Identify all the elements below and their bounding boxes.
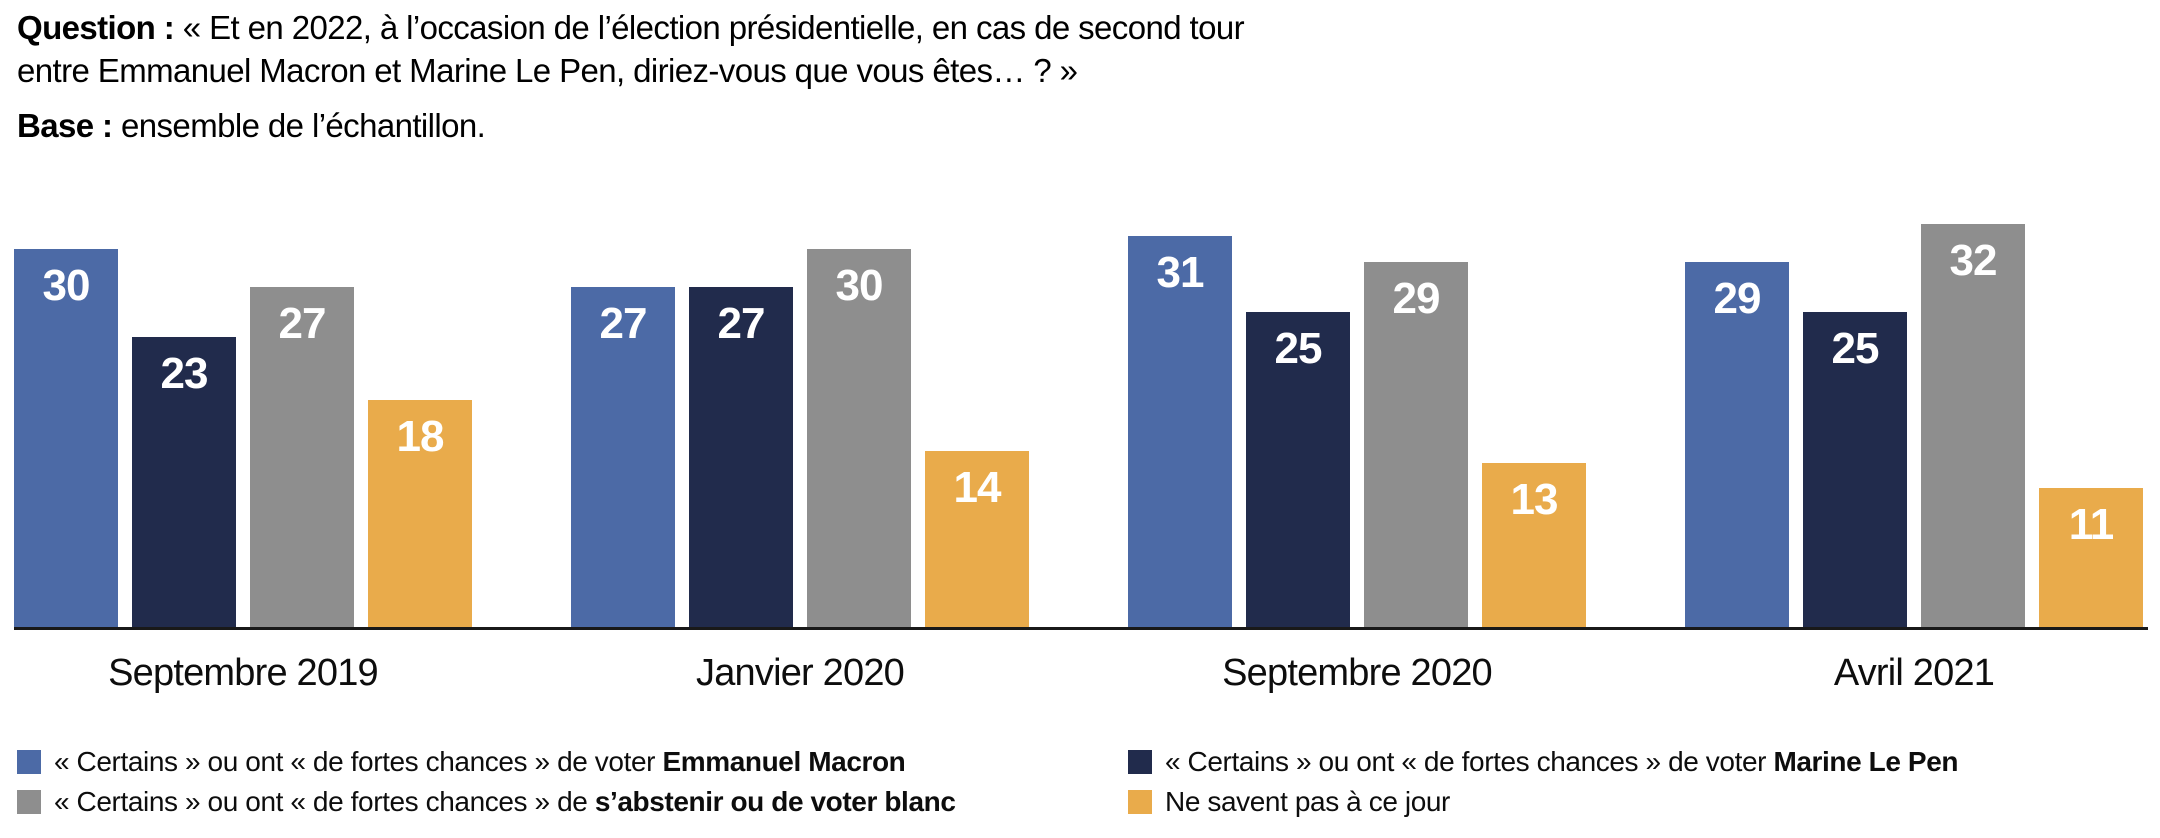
bar-value-label: 27: [599, 299, 648, 348]
x-axis-label: Septembre 2020: [1222, 652, 1493, 694]
x-axis-label: Avril 2021: [1833, 652, 1995, 694]
bar-abstention: 29: [1364, 262, 1468, 627]
bar-value-label: 30: [42, 261, 91, 310]
x-axis-label: Septembre 2019: [108, 652, 379, 694]
bar-value-label: 27: [278, 299, 327, 348]
base-value: ensemble de l’échantillon.: [121, 107, 486, 144]
bar-value-label: 14: [953, 463, 1002, 512]
x-axis-line: [14, 627, 2148, 630]
legend-label: « Certains » ou ont « de fortes chances …: [1165, 746, 1959, 777]
bar-lepen: 27: [689, 287, 793, 627]
legend: « Certains » ou ont « de fortes chances …: [17, 742, 1958, 822]
legend-label: Ne savent pas à ce jour: [1165, 786, 1450, 817]
bar-value-label: 11: [2068, 500, 2115, 549]
bar-value-label: 31: [1156, 248, 1205, 297]
bar-value-label: 25: [1274, 324, 1323, 373]
bar-lepen: 25: [1803, 312, 1907, 627]
bar-chart: 30 23 27 18 27 27 30 14 31 25 29 13 29 25 32 11: [14, 218, 2148, 630]
bar-nsp: 18: [368, 400, 472, 627]
bar-abstention: 27: [250, 287, 354, 627]
legend-swatch-macron: [17, 750, 41, 774]
bar-abstention: 32: [1921, 224, 2025, 627]
header: Question : « Et en 2022, à l’occasion de…: [17, 6, 1245, 147]
bar-value-label: 29: [1713, 274, 1762, 323]
bar-value-label: 30: [835, 261, 884, 310]
question-line-2: entre Emmanuel Macron et Marine Le Pen, …: [17, 52, 1078, 89]
legend-label: « Certains » ou ont « de fortes chances …: [54, 786, 956, 817]
bar-value-label: 27: [717, 299, 766, 348]
legend-item-lepen: « Certains » ou ont « de fortes chances …: [1128, 746, 1958, 778]
legend-item-macron: « Certains » ou ont « de fortes chances …: [17, 746, 1128, 778]
bar-nsp: 11: [2039, 488, 2143, 627]
legend-swatch-nsp: [1128, 790, 1152, 814]
x-axis-label: Janvier 2020: [696, 652, 905, 694]
bar-value-label: 32: [1949, 236, 1998, 285]
bar-value-label: 13: [1510, 475, 1559, 524]
question-line-1: « Et en 2022, à l’occasion de l’élection…: [182, 9, 1245, 46]
bar-lepen: 25: [1246, 312, 1350, 627]
bar-value-label: 29: [1392, 274, 1441, 323]
x-axis-labels: Septembre 2019 Janvier 2020 Septembre 2020…: [14, 652, 2148, 700]
bar-nsp: 14: [925, 451, 1029, 627]
bar-group-3: 31 25 29 13: [1128, 218, 1586, 627]
legend-swatch-abstention: [17, 790, 41, 814]
bar-macron: 31: [1128, 236, 1232, 627]
bar-group-2: 27 27 30 14: [571, 218, 1029, 627]
bar-macron: 30: [14, 249, 118, 627]
base-label: Base :: [17, 107, 113, 144]
bar-group-4: 29 25 32 11: [1685, 218, 2143, 627]
legend-swatch-lepen: [1128, 750, 1152, 774]
bar-lepen: 23: [132, 337, 236, 627]
bar-macron: 29: [1685, 262, 1789, 627]
question-label: Question :: [17, 9, 175, 46]
legend-item-nsp: Ne savent pas à ce jour: [1128, 786, 1958, 818]
question-text: Question : « Et en 2022, à l’occasion de…: [17, 6, 1245, 92]
bar-value-label: 18: [396, 412, 445, 461]
bar-value-label: 23: [160, 349, 209, 398]
bar-macron: 27: [571, 287, 675, 627]
bar-nsp: 13: [1482, 463, 1586, 627]
legend-item-abstention: « Certains » ou ont « de fortes chances …: [17, 786, 1128, 818]
bar-abstention: 30: [807, 249, 911, 627]
legend-label: « Certains » ou ont « de fortes chances …: [54, 746, 906, 777]
bar-value-label: 25: [1831, 324, 1880, 373]
bar-group-1: 30 23 27 18: [14, 218, 472, 627]
base-text: Base : ensemble de l’échantillon.: [17, 104, 1244, 147]
